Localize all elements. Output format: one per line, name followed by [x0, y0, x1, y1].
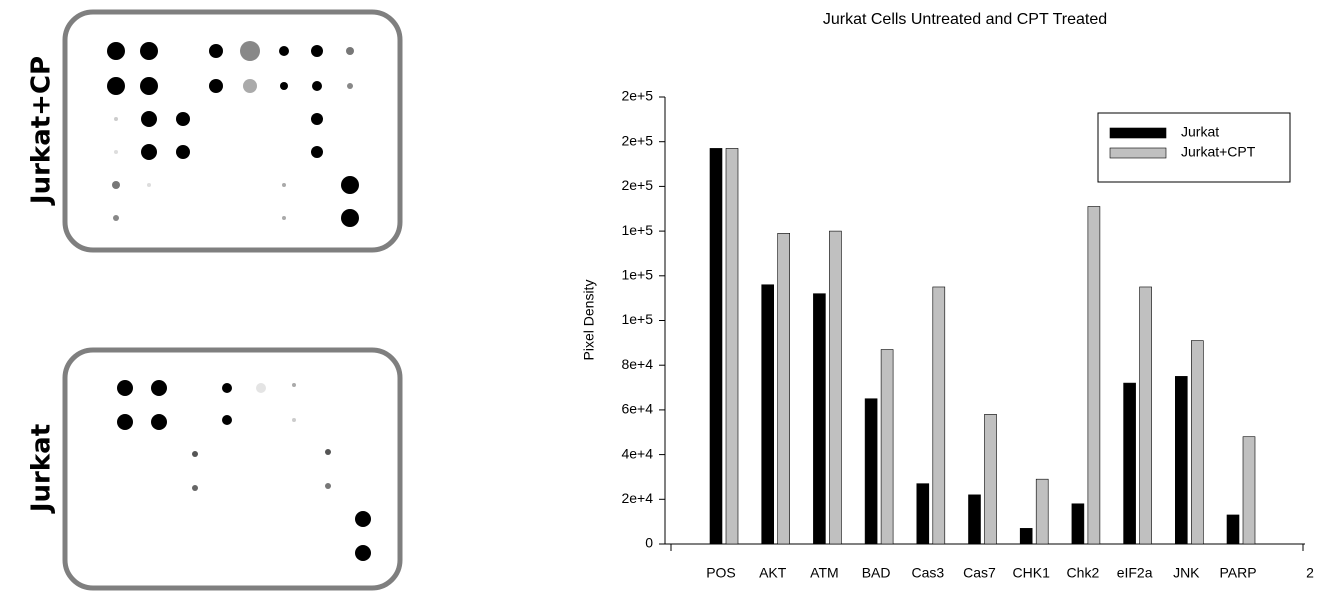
legend-box — [1097, 112, 1291, 183]
bar — [777, 233, 791, 545]
plot: 0 2e+4 4e+4 6e+4 8e+4 1e+5 1e+5 1e+5 2e+5 2e+5 2e+… — [621, 88, 1314, 581]
y-tick-label: 8e+4 — [621, 356, 653, 372]
x-tick-label: PARP — [1219, 565, 1256, 581]
x-tick-label: JNK — [1173, 565, 1200, 581]
x-tick-label: eIF2a — [1117, 565, 1153, 581]
y-tick-label: 1e+5 — [621, 267, 653, 283]
y-tick-label: 4e+4 — [621, 445, 653, 461]
x-tick-label: ATM — [810, 565, 839, 581]
x-tick-label: Cas7 — [963, 565, 996, 581]
chart-title: Jurkat Cells Untreated and CPT Treated — [823, 11, 1107, 28]
legend-label: Jurkat — [1181, 124, 1219, 140]
y-tick-label: 2e+5 — [621, 177, 653, 193]
bar — [1071, 503, 1085, 545]
blot-frame — [62, 9, 403, 253]
y-tick-label: 6e+4 — [621, 401, 653, 417]
y-tick-label: 1e+5 — [621, 311, 653, 327]
y-tick-label: 0 — [645, 535, 653, 551]
blot-label: Jurkat — [27, 424, 57, 514]
bar — [1139, 286, 1152, 545]
x-tick-label: AKT — [759, 565, 787, 581]
blot-label: Jurkat+CP — [27, 56, 57, 206]
x-tick-label: Chk2 — [1067, 565, 1100, 581]
bar — [1123, 382, 1136, 545]
bar — [984, 414, 997, 545]
legend-label: Jurkat+CPT — [1181, 144, 1256, 160]
blots: Jurkat+CP Jurkat — [27, 9, 403, 591]
bar — [1035, 478, 1049, 545]
bar — [1087, 206, 1101, 545]
bar — [813, 293, 826, 545]
bar — [709, 148, 723, 545]
bar — [864, 398, 878, 545]
bar — [1019, 528, 1033, 545]
y-tick-label: 2e+5 — [621, 132, 653, 148]
blot-dots — [117, 380, 371, 561]
legend-swatch — [1109, 147, 1167, 159]
blot-frame — [62, 347, 403, 591]
legend-swatch — [1109, 127, 1167, 139]
x-tick-label: BAD — [862, 565, 891, 581]
bar — [829, 230, 842, 545]
bar — [761, 284, 775, 545]
y-axis-label: Pixel Density — [581, 280, 597, 361]
y-tick-label: 1e+5 — [621, 222, 653, 238]
bar — [725, 148, 739, 545]
x-tick-label: POS — [706, 565, 736, 581]
x-tick-label: CHK1 — [1013, 565, 1051, 581]
x-tick-label: Cas3 — [911, 565, 944, 581]
blot-dots — [107, 41, 359, 227]
bar — [932, 286, 946, 545]
bar — [916, 483, 930, 545]
x-tick-label: 2 — [1306, 565, 1314, 581]
bar — [1242, 436, 1256, 545]
y-tick-label: 2e+4 — [621, 490, 653, 506]
bar — [1226, 514, 1240, 545]
bar — [880, 349, 894, 545]
bar — [968, 494, 981, 545]
bar — [1191, 340, 1204, 545]
y-tick-label: 2e+5 — [621, 88, 653, 104]
bar — [1175, 376, 1188, 545]
